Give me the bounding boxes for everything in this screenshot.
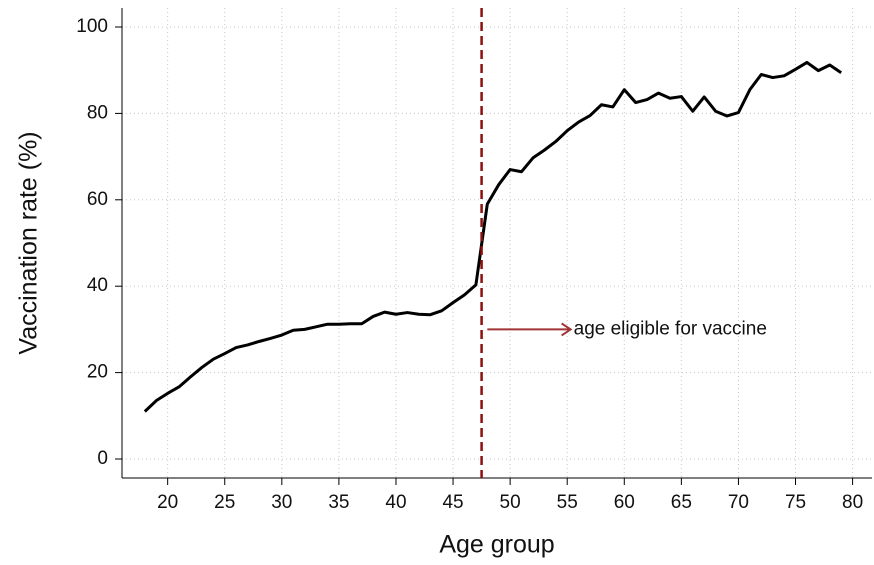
annotation-text: age eligible for vaccine bbox=[574, 318, 767, 339]
x-tick-label: 45 bbox=[442, 492, 463, 513]
x-tick-label: 40 bbox=[385, 492, 406, 513]
data-line bbox=[143, 60, 843, 413]
x-tick-label: 80 bbox=[842, 492, 863, 513]
x-tick-label: 65 bbox=[671, 492, 692, 513]
y-axis-title: Vaccination rate (%) bbox=[15, 131, 43, 354]
y-tick-label: 80 bbox=[87, 102, 108, 123]
x-tick-label: 70 bbox=[728, 492, 749, 513]
y-tick-label: 60 bbox=[87, 189, 108, 210]
y-tick-label: 0 bbox=[97, 448, 108, 469]
x-tick-label: 75 bbox=[785, 492, 806, 513]
x-tick-label: 25 bbox=[214, 492, 235, 513]
x-tick-label: 55 bbox=[557, 492, 578, 513]
y-tick-label: 100 bbox=[76, 16, 108, 37]
x-tick-label: 60 bbox=[614, 492, 635, 513]
x-tick-label: 35 bbox=[328, 492, 349, 513]
x-axis-title: Age group bbox=[439, 531, 554, 559]
y-tick-label: 20 bbox=[87, 362, 108, 383]
arrow-head bbox=[561, 322, 573, 337]
x-tick-label: 30 bbox=[271, 492, 292, 513]
x-tick-label: 50 bbox=[500, 492, 521, 513]
y-tick-label: 40 bbox=[87, 275, 108, 296]
x-tick-label: 20 bbox=[157, 492, 178, 513]
